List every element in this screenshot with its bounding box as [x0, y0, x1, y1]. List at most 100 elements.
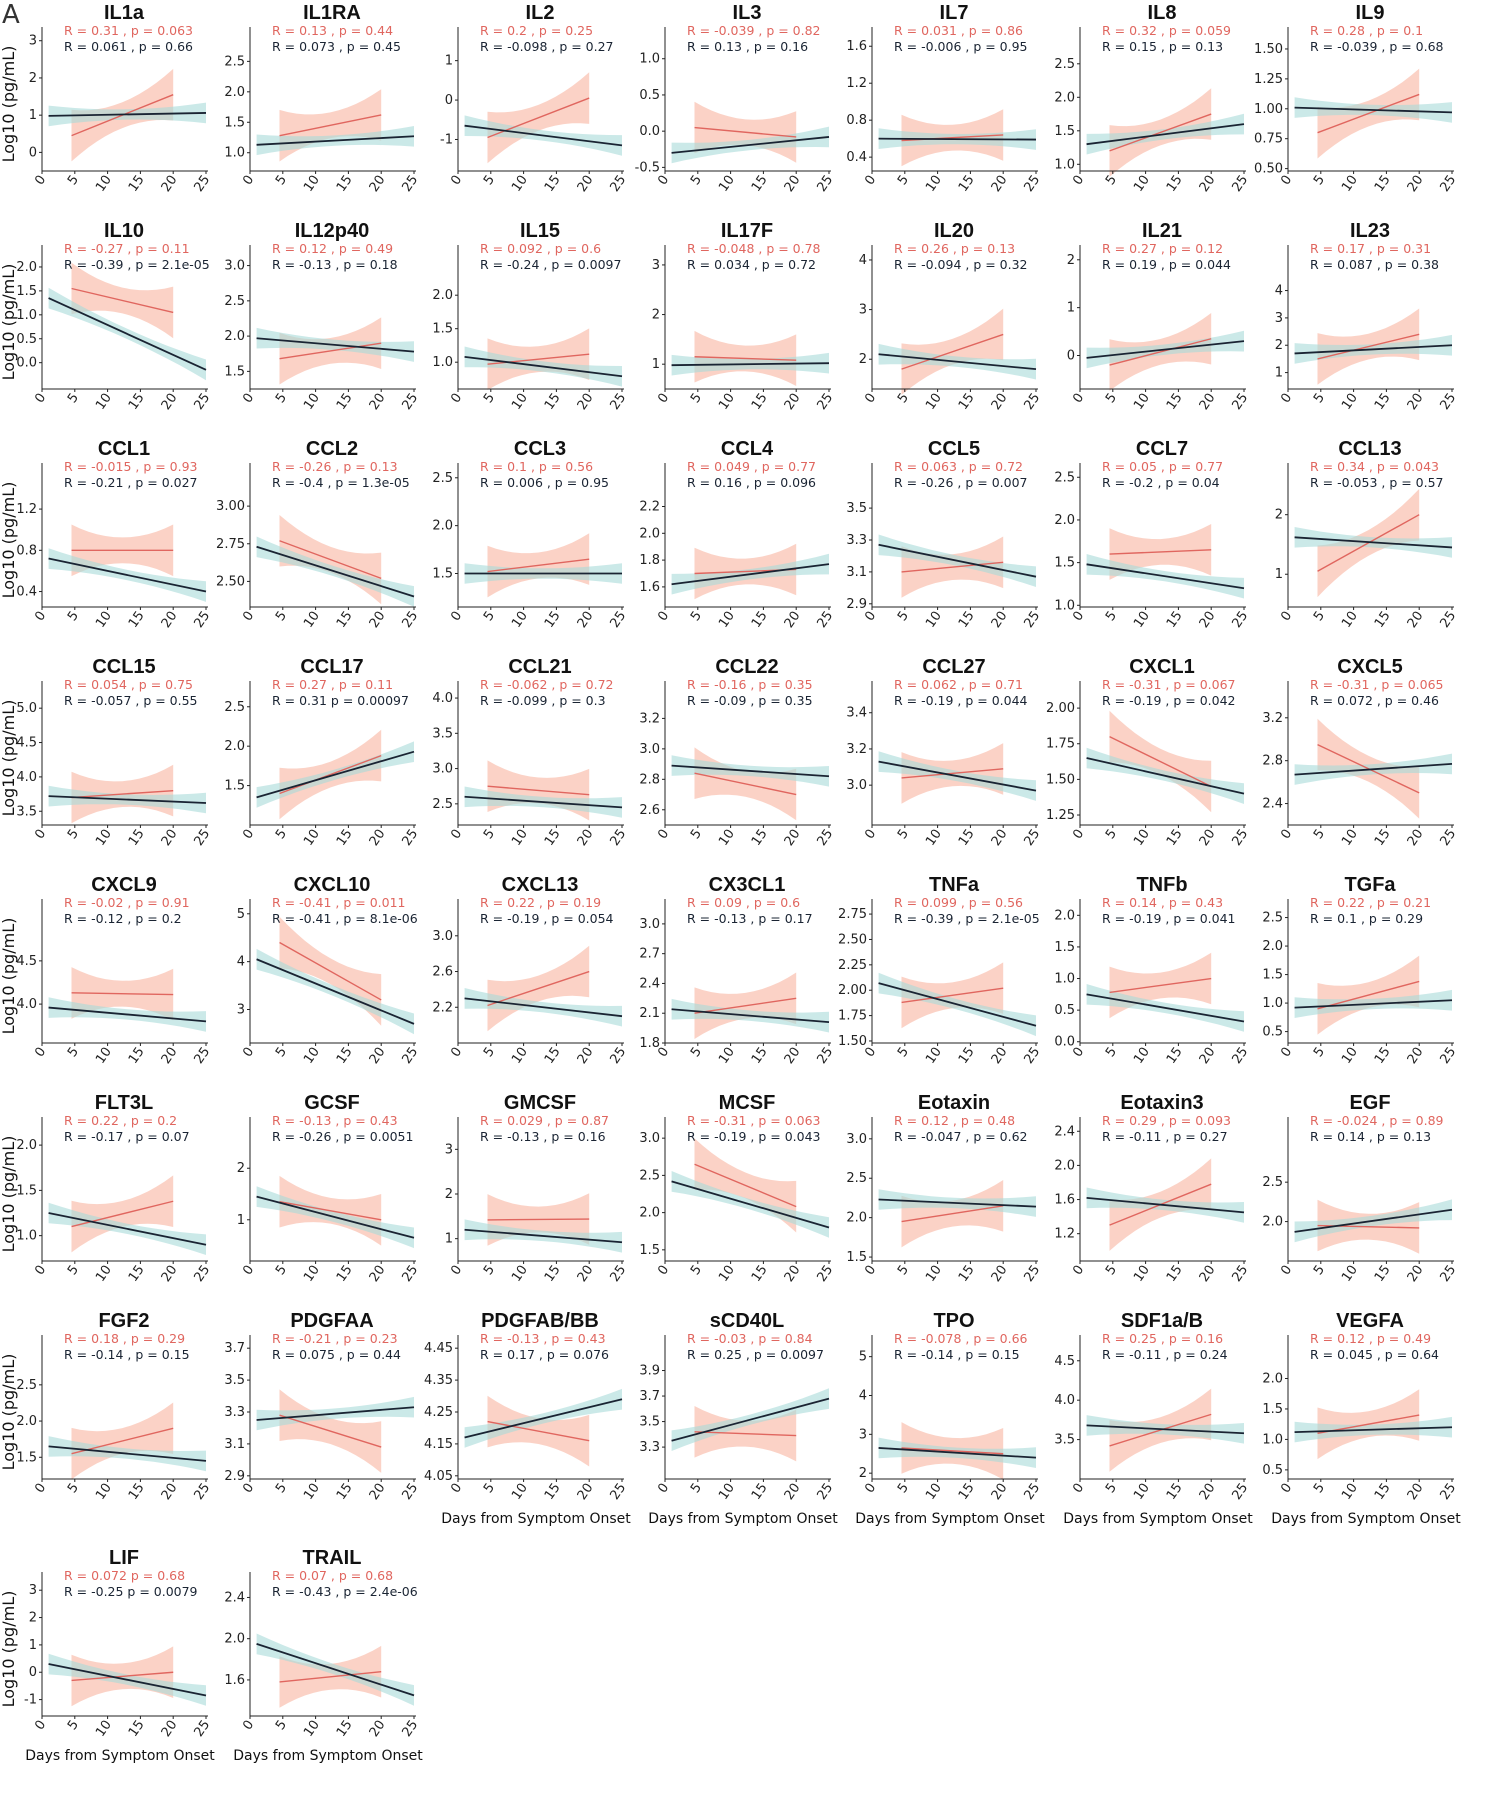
y-tick-label: 1.8: [639, 553, 660, 568]
x-tick-label: 15: [956, 1481, 978, 1503]
x-tick-label: 25: [1229, 1045, 1251, 1067]
stat-label: R = -0.039 , p = 0.68: [1310, 39, 1444, 54]
x-tick-label: 5: [1311, 1481, 1328, 1496]
regression-line: [1086, 993, 1245, 1023]
stat-label: R = 0.12 , p = 0.49: [1310, 1331, 1431, 1346]
regression-line: [671, 1180, 830, 1229]
y-tick-label: 3.3: [224, 1405, 245, 1420]
y-tick-label: 2: [1275, 508, 1283, 523]
y-tick-label: 2.0: [1262, 939, 1283, 954]
x-tick-label: 15: [334, 391, 356, 413]
y-tick-label: 1.50: [838, 1034, 867, 1049]
x-tick-label: 20: [782, 609, 804, 631]
chart-title: TNFa: [929, 874, 980, 896]
x-tick-label: 20: [159, 1481, 181, 1503]
x-tick-label: 10: [923, 1045, 945, 1067]
chart-title: IL9: [1356, 2, 1385, 24]
x-tick-label: 25: [1437, 1263, 1459, 1285]
stat-label: R = 0.27 , p = 0.11: [272, 677, 393, 692]
x-tick-label: 15: [956, 173, 978, 195]
stat-label: R = 0.07 , p = 0.68: [272, 1568, 393, 1583]
stat-label: R = -0.015 , p = 0.93: [64, 459, 198, 474]
regression-line: [48, 557, 207, 593]
x-tick-label: 0: [240, 1718, 257, 1733]
stat-label: R = -0.039 , p = 0.82: [687, 23, 821, 38]
y-tick-label: 1.5: [224, 779, 245, 794]
x-tick-label: 10: [93, 1481, 115, 1503]
x-tick-label: 15: [749, 1263, 771, 1285]
x-tick-label: 5: [1103, 609, 1120, 624]
x-tick-label: 20: [367, 391, 389, 413]
x-tick-label: 5: [688, 1481, 705, 1496]
x-tick-label: 20: [367, 609, 389, 631]
y-tick-label: 4: [1275, 284, 1283, 299]
x-tick-label: 5: [65, 609, 82, 624]
stat-label: R = 0.062 , p = 0.71: [894, 677, 1023, 692]
y-tick-label: 4.5: [16, 736, 37, 751]
x-tick-label: 5: [273, 1263, 290, 1278]
stat-label: R = -0.21 , p = 0.027: [64, 475, 198, 490]
chart-title: GCSF: [304, 1092, 360, 1114]
y-tick-label: 2.5: [16, 1378, 37, 1393]
chart-title: CXCL10: [294, 874, 371, 896]
x-tick-label: 25: [191, 1481, 213, 1503]
chart-title: IL15: [520, 220, 560, 242]
x-tick-label: 5: [895, 1045, 912, 1060]
y-tick-label: 2.0: [1054, 90, 1075, 105]
chart-title: GMCSF: [504, 1092, 576, 1114]
regression-line: [1086, 340, 1245, 359]
regression-line: [71, 1671, 174, 1682]
x-tick-label: 20: [1405, 1263, 1427, 1285]
y-tick-label: 1.6: [1054, 1193, 1075, 1208]
x-tick-label: 15: [749, 1481, 771, 1503]
x-tick-label: 5: [1311, 609, 1328, 624]
x-tick-label: 5: [65, 1045, 82, 1060]
y-tick-label: 2.0: [224, 1632, 245, 1647]
x-tick-label: 0: [862, 1045, 879, 1060]
chart-title: MCSF: [719, 1092, 776, 1114]
regression-line: [256, 337, 415, 353]
chart-title: TPO: [933, 1310, 974, 1332]
y-tick-label: 2.0: [1262, 1215, 1283, 1230]
x-tick-label: 0: [448, 827, 465, 842]
y-tick-label: 0.0: [16, 356, 37, 371]
y-tick-label: 2: [237, 1161, 245, 1176]
chart-title: CXCL1: [1129, 656, 1195, 678]
regression-line: [1317, 514, 1420, 572]
y-tick-label: 1.5: [432, 567, 453, 582]
stat-label: R = 0.22 , p = 0.19: [480, 895, 601, 910]
stat-label: R = 0.27 , p = 0.12: [1102, 241, 1223, 256]
x-tick-label: 20: [159, 1045, 181, 1067]
regression-line: [1109, 1413, 1212, 1447]
stat-label: R = -0.099 , p = 0.3: [480, 693, 606, 708]
stat-label: R = 0.034 , p = 0.72: [687, 257, 816, 272]
y-tick-label: 0.5: [639, 88, 660, 103]
stat-label: R = -0.16 , p = 0.35: [687, 677, 813, 692]
regression-line: [1086, 757, 1245, 795]
y-axis-label: Log10 (pg/mL): [0, 1591, 18, 1708]
y-tick-label: 0.5: [1262, 1025, 1283, 1040]
stat-label: R = 0.25 , p = 0.16: [1102, 1331, 1223, 1346]
stat-label: R = -0.19 , p = 0.041: [1102, 911, 1236, 926]
y-tick-label: -1: [24, 1693, 37, 1708]
y-tick-label: 2.2: [432, 1000, 453, 1015]
x-tick-label: 10: [93, 173, 115, 195]
x-tick-label: 10: [1339, 173, 1361, 195]
y-tick-label: 3.0: [639, 742, 660, 757]
x-tick-label: 20: [989, 391, 1011, 413]
y-tick-label: 3.0: [639, 1131, 660, 1146]
x-tick-label: 0: [448, 1481, 465, 1496]
y-tick-label: 2.4: [639, 976, 660, 991]
y-tick-label: 4.15: [424, 1437, 453, 1452]
chart-title: Eotaxin: [918, 1092, 990, 1114]
regression-line: [878, 760, 1037, 792]
stat-label: R = -0.057 , p = 0.55: [64, 693, 198, 708]
x-tick-label: 10: [1131, 609, 1153, 631]
x-tick-label: 10: [716, 827, 738, 849]
chart-title: CCL13: [1338, 438, 1401, 460]
stat-label: R = -0.27 , p = 0.11: [64, 241, 190, 256]
